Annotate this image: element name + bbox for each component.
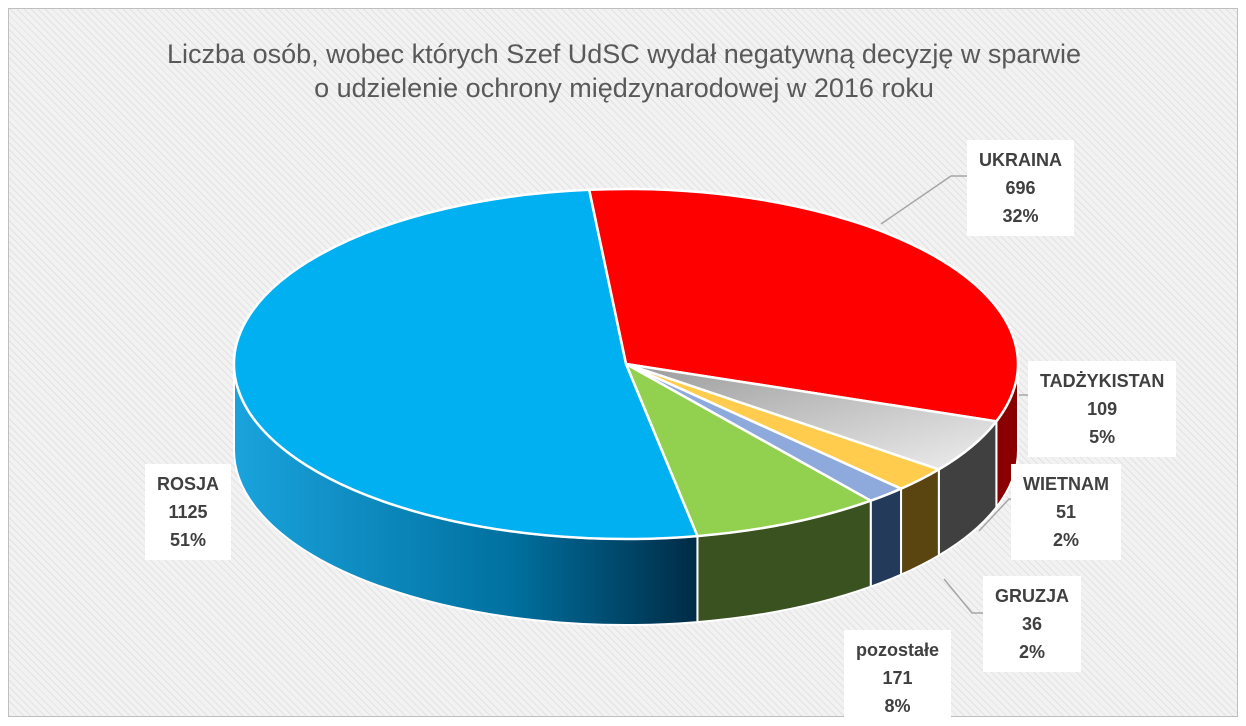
data-label-pozostale-value: 171 bbox=[882, 668, 913, 688]
data-label-wietnam: WIETNAM 51 2% bbox=[1011, 464, 1121, 560]
chart-area: Liczba osób, wobec których Szef UdSC wyd… bbox=[8, 8, 1239, 726]
data-label-ukraina-value: 696 bbox=[1005, 178, 1036, 198]
pie-slice-rosja bbox=[232, 188, 699, 541]
data-label-wietnam-percent: 2% bbox=[1052, 530, 1079, 550]
chart-title-line-2: o udzielenie ochrony międzynarodowej w 2… bbox=[314, 73, 934, 103]
pie-slice-pozostale bbox=[624, 362, 872, 538]
chart-title-line-1: Liczba osób, wobec których Szef UdSC wyd… bbox=[167, 39, 1081, 69]
leader-line-gruzja bbox=[943, 578, 983, 614]
data-label-tadzykistan-category: TADŻYKISTAN bbox=[1040, 371, 1165, 391]
data-label-pozostale-category: pozostałe bbox=[856, 640, 940, 660]
data-label-tadzykistan-value: 109 bbox=[1087, 399, 1118, 419]
chart-title: Liczba osób, wobec których Szef UdSC wyd… bbox=[9, 37, 1239, 105]
data-label-gruzja: GRUZJA 36 2% bbox=[983, 576, 1082, 672]
data-label-rosja: ROSJA 1125 51% bbox=[145, 464, 232, 560]
leader-line-wietnam bbox=[978, 498, 1011, 532]
pie-slice-ukraina bbox=[587, 187, 1020, 423]
data-label-gruzja-percent: 2% bbox=[1019, 642, 1046, 662]
data-label-gruzja-value: 36 bbox=[1021, 614, 1043, 634]
data-label-tadzykistan-percent: 5% bbox=[1089, 427, 1116, 447]
leader-lines bbox=[880, 175, 1028, 614]
data-label-pozostale: pozostałe 171 8% bbox=[844, 630, 952, 726]
data-label-rosja-value: 1125 bbox=[168, 502, 208, 522]
data-label-tadzykistan: TADŻYKISTAN 109 5% bbox=[1028, 361, 1177, 457]
leader-line-ukraina bbox=[880, 175, 967, 225]
data-label-rosja-percent: 51% bbox=[169, 530, 207, 550]
pie-side-gruzja bbox=[869, 487, 903, 589]
data-label-ukraina-category: UKRAINA bbox=[979, 150, 1062, 170]
data-label-ukraina-percent: 32% bbox=[1002, 206, 1039, 226]
pie-tops bbox=[232, 187, 1020, 541]
data-label-wietnam-category: WIETNAM bbox=[1023, 474, 1109, 494]
data-label-pozostale-percent: 8% bbox=[884, 696, 911, 716]
data-label-ukraina: UKRAINA 696 32% bbox=[967, 140, 1074, 236]
data-label-rosja-category: ROSJA bbox=[157, 474, 220, 494]
data-label-gruzja-category: GRUZJA bbox=[995, 586, 1070, 606]
data-label-wietnam-value: 51 bbox=[1055, 502, 1076, 522]
